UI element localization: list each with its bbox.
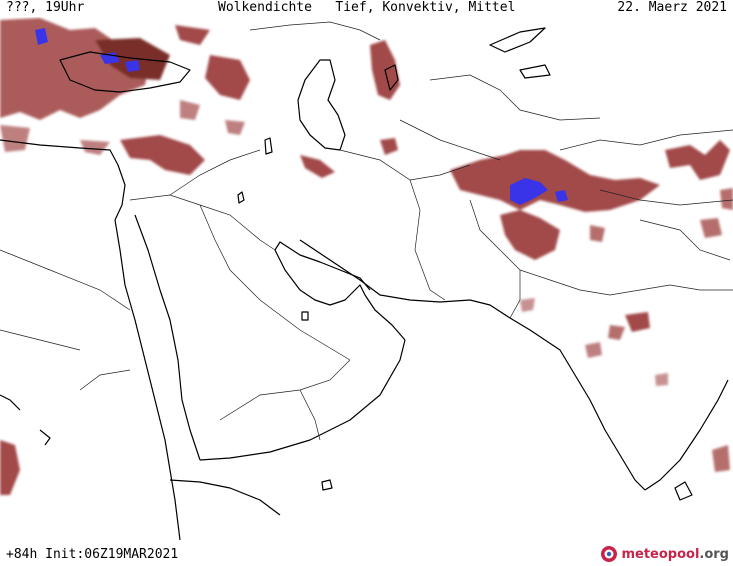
- coastlines: [0, 27, 729, 541]
- weather-map: [0, 18, 733, 541]
- meteopool-logo[interactable]: meteopool.org: [600, 545, 729, 563]
- model-run-info: +84h Init:06Z19MAR2021: [6, 547, 179, 562]
- convective-cells: [35, 28, 568, 205]
- logo-word-meteo: meteo: [621, 546, 668, 562]
- forecast-time-label: ???, 19Uhr: [6, 0, 85, 15]
- logo-wordmark: meteopool.org: [621, 547, 729, 562]
- meteopool-logo-icon: [601, 546, 618, 562]
- country-borders: [0, 21, 733, 441]
- forecast-date: 22. Maerz 2021: [617, 0, 727, 15]
- logo-word-pool: pool: [667, 546, 700, 562]
- cloud-cover-layer: [0, 18, 733, 495]
- logo-word-org: .org: [699, 546, 729, 562]
- map-title: Wolkendichte Tief, Konvektiv, Mittel: [218, 0, 516, 15]
